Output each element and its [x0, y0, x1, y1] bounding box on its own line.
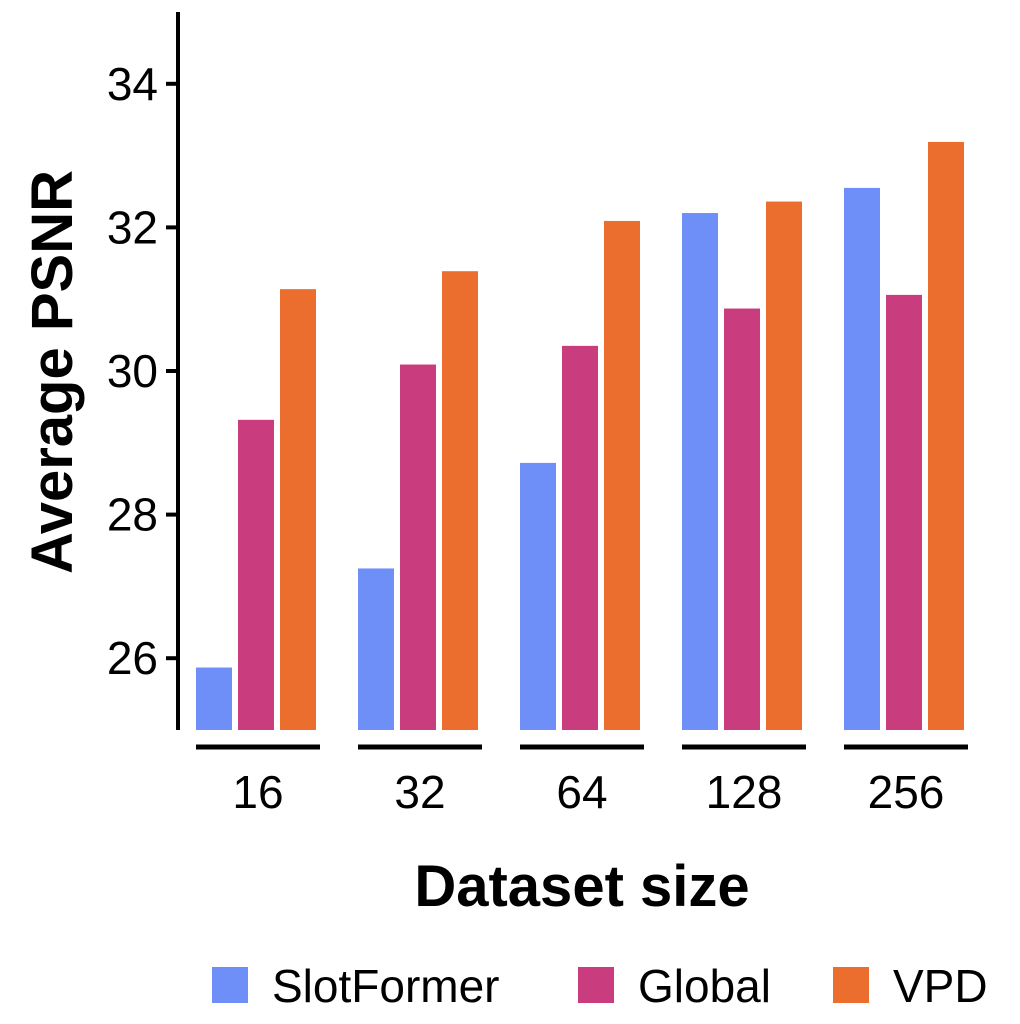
legend-label-global: Global [638, 960, 771, 1012]
bar-global-32 [400, 364, 436, 730]
bar-global-64 [562, 345, 598, 730]
bar-slotformer-16 [196, 667, 232, 730]
legend-label-vpd: VPD [893, 960, 988, 1012]
bar-slotformer-128 [682, 213, 718, 731]
bar-slotformer-64 [520, 462, 556, 730]
legend-label-slotformer: SlotFormer [272, 960, 499, 1012]
bar-vpd-16 [280, 289, 316, 730]
y-axis-title: Average PSNR [20, 170, 85, 574]
x-tick-label-32: 32 [394, 766, 445, 818]
bar-slotformer-32 [358, 568, 394, 730]
y-tick-label-30: 30 [107, 345, 158, 397]
y-tick-label-28: 28 [107, 489, 158, 541]
bars-group [196, 141, 964, 731]
y-tick-label-26: 26 [107, 632, 158, 684]
bar-vpd-128 [766, 201, 802, 730]
x-tick-label-64: 64 [556, 766, 607, 818]
legend-swatch-global [578, 967, 614, 1003]
bar-global-128 [724, 308, 760, 730]
bar-slotformer-256 [844, 187, 880, 730]
y-axis-ticks: 26 28 30 32 34 [107, 58, 178, 684]
bar-vpd-256 [928, 141, 964, 730]
legend-swatch-vpd [833, 967, 869, 1003]
bar-global-16 [238, 419, 274, 730]
bar-vpd-32 [442, 271, 478, 730]
y-tick-label-32: 32 [107, 201, 158, 253]
x-axis-tick-labels: 16 32 64 128 256 [232, 766, 944, 818]
x-tick-label-256: 256 [868, 766, 945, 818]
legend-swatch-slotformer [212, 967, 248, 1003]
y-tick-label-34: 34 [107, 58, 158, 110]
bar-global-256 [886, 294, 922, 730]
bar-vpd-64 [604, 220, 640, 731]
x-tick-label-128: 128 [706, 766, 783, 818]
x-tick-label-16: 16 [232, 766, 283, 818]
x-axis-title: Dataset size [414, 854, 749, 919]
legend: SlotFormer Global VPD [212, 960, 988, 1012]
